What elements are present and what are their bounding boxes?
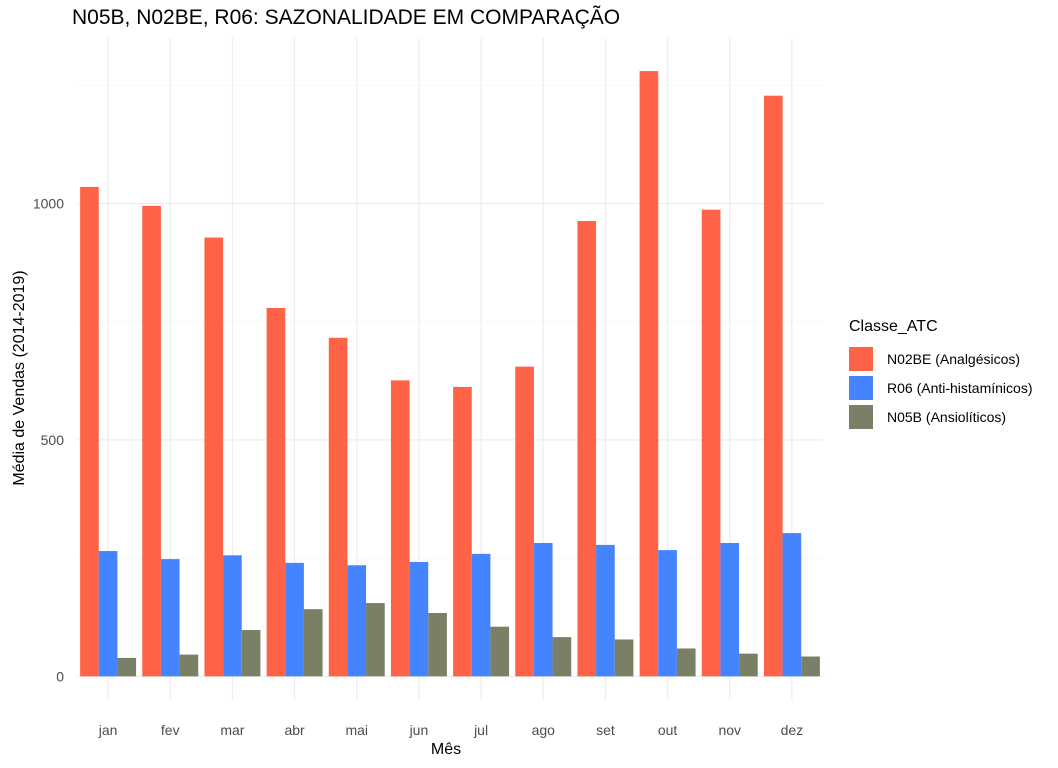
bar-abr-n05b bbox=[303, 609, 323, 677]
bar-abr-r06 bbox=[285, 562, 304, 677]
legend-label-n02be: N02BE (Analgésicos) bbox=[887, 350, 1021, 367]
legend-key-n02be bbox=[849, 346, 873, 371]
bar-fev-n02be bbox=[142, 205, 161, 677]
bar-jul-r06 bbox=[471, 553, 491, 677]
bar-jul-n05b bbox=[490, 626, 510, 677]
bar-fev-r06 bbox=[160, 559, 180, 677]
legend: Classe_ATC N02BE (Analgésicos) R06 (Anti… bbox=[849, 318, 1033, 431]
x-tick-label: jan bbox=[98, 722, 118, 738]
x-tick-label: abr bbox=[284, 722, 305, 738]
bar-nov-r06 bbox=[720, 543, 740, 677]
bar-set-n02be bbox=[577, 220, 597, 677]
y-axis-title: Média de Vendas (2014-2019) bbox=[11, 270, 28, 485]
bar-set-r06 bbox=[596, 544, 615, 677]
bar-dez-n02be bbox=[763, 95, 783, 677]
legend-item-r06: R06 (Anti-histamínicos) bbox=[849, 373, 1033, 402]
bar-mar-n02be bbox=[204, 237, 224, 677]
x-tick-label: jun bbox=[409, 722, 429, 738]
y-tick-label: 0 bbox=[56, 668, 64, 684]
legend-label-n05b: N05B (Ansiolíticos) bbox=[887, 408, 1007, 425]
bar-nov-n05b bbox=[739, 653, 758, 677]
legend-label-r06: R06 (Anti-histamínicos) bbox=[887, 379, 1033, 396]
x-tick-label: fev bbox=[161, 722, 180, 738]
x-tick-label: out bbox=[658, 722, 678, 738]
x-tick-label: nov bbox=[718, 722, 741, 738]
y-tick-labels: 0 500 1000 bbox=[33, 196, 64, 685]
bar-out-n02be bbox=[639, 71, 659, 677]
legend-item-n02be: N02BE (Analgésicos) bbox=[849, 344, 1033, 373]
bar-mai-n05b bbox=[366, 603, 385, 677]
bar-ago-r06 bbox=[533, 543, 553, 677]
x-tick-label: set bbox=[596, 722, 615, 738]
bar-ago-n02be bbox=[515, 366, 534, 677]
bar-jan-r06 bbox=[98, 551, 118, 677]
bar-jun-n05b bbox=[428, 612, 447, 677]
y-tick-label: 1000 bbox=[33, 196, 64, 212]
y-tick-label: 500 bbox=[41, 432, 65, 448]
bar-ago-n05b bbox=[552, 637, 572, 677]
bar-jan-n02be bbox=[80, 186, 99, 677]
bar-jul-n02be bbox=[453, 386, 472, 677]
chart-title: N05B, N02BE, R06: SAZONALIDADE EM COMPAR… bbox=[72, 6, 621, 29]
bar-fev-n05b bbox=[179, 654, 199, 677]
bar-mar-n05b bbox=[241, 630, 261, 677]
x-tick-labels: jan fev mar abr mai jun jul ago set out nov dez bbox=[98, 722, 803, 738]
bar-abr-n02be bbox=[266, 308, 286, 677]
bar-nov-n02be bbox=[701, 209, 721, 677]
x-tick-label: mai bbox=[345, 722, 368, 738]
bar-mar-r06 bbox=[223, 555, 242, 677]
legend-title: Classe_ATC bbox=[849, 318, 938, 335]
bars bbox=[80, 71, 820, 677]
bar-jun-r06 bbox=[409, 561, 429, 677]
bar-dez-r06 bbox=[782, 533, 802, 677]
bar-jun-n02be bbox=[390, 380, 410, 677]
bar-mai-n02be bbox=[328, 337, 348, 677]
legend-key-n05b bbox=[849, 404, 873, 429]
bar-set-n05b bbox=[614, 639, 634, 677]
bar-jan-n05b bbox=[117, 657, 137, 677]
x-axis-title: Mês bbox=[431, 741, 461, 758]
bar-dez-n05b bbox=[801, 656, 820, 677]
x-tick-label: ago bbox=[532, 722, 556, 738]
x-tick-label: jul bbox=[473, 722, 488, 738]
legend-key-r06 bbox=[849, 375, 873, 400]
x-tick-label: dez bbox=[781, 722, 804, 738]
bar-out-r06 bbox=[658, 550, 677, 677]
x-tick-label: mar bbox=[220, 722, 244, 738]
legend-item-n05b: N05B (Ansiolíticos) bbox=[849, 402, 1033, 431]
bar-out-n05b bbox=[676, 648, 696, 677]
bar-mai-r06 bbox=[347, 565, 367, 677]
